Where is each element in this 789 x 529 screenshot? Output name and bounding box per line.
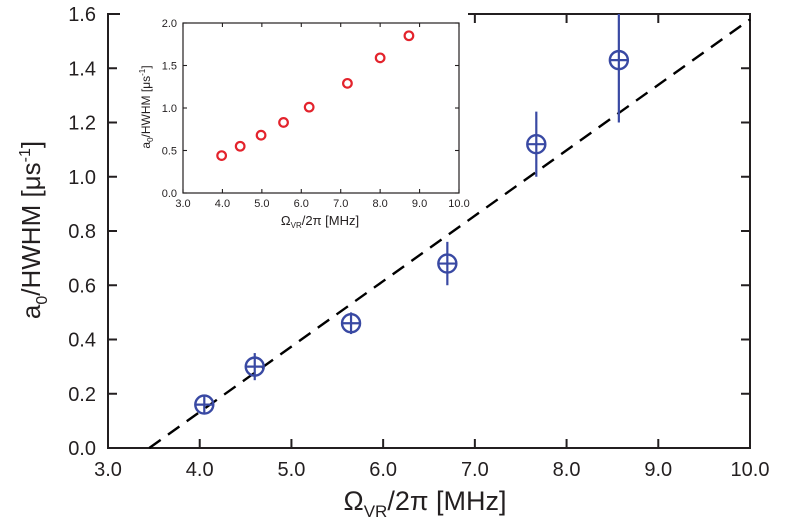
inset-plot: 3.0 4.0 5.0 6.0 7.0 8.0 9.0 10.0 0.0 0.5 1.0 1.5 2.0 bbox=[120, 12, 470, 217]
main-y-tick-label: 1.0 bbox=[68, 167, 96, 189]
inset-background bbox=[120, 12, 468, 217]
main-x-tick-label: 8.0 bbox=[553, 459, 581, 481]
main-x-tick-label: 6.0 bbox=[369, 459, 397, 481]
main-y-axis-label: a0/HWHM [μs-1] bbox=[16, 141, 51, 319]
main-y-tick-label: 0.8 bbox=[68, 221, 96, 243]
inset-x-tick-label: 3.0 bbox=[175, 198, 190, 210]
main-y-tick-label: 0.6 bbox=[68, 275, 96, 297]
main-y-tick-label: 1.4 bbox=[68, 58, 96, 80]
inset-y-tick-label: 0.5 bbox=[162, 145, 177, 157]
inset-data-point bbox=[216, 150, 228, 162]
inset-y-axis-label: a0/HWHM [μs-1] bbox=[138, 65, 155, 148]
inset-data-point bbox=[255, 129, 267, 141]
main-data-point bbox=[608, 49, 630, 71]
inset-data-point bbox=[278, 117, 289, 128]
main-y-tick-label: 1.6 bbox=[68, 4, 96, 26]
main-data-point bbox=[437, 253, 458, 274]
main-x-axis-label: ΩVR/2π [MHz] bbox=[344, 486, 507, 521]
inset-x-tick-label: 4.0 bbox=[215, 198, 230, 210]
main-x-tick-label: 5.0 bbox=[278, 459, 306, 481]
inset-x-tick-label: 9.0 bbox=[412, 198, 427, 210]
inset-x-tick-label: 5.0 bbox=[254, 198, 269, 210]
inset-data-point bbox=[234, 140, 246, 152]
main-x-tick-label: 4.0 bbox=[186, 459, 214, 481]
inset-data-point bbox=[342, 77, 353, 89]
main-y-tick-label: 1.2 bbox=[68, 113, 96, 135]
main-x-tick-label: 10.0 bbox=[731, 459, 770, 481]
main-data-point bbox=[194, 394, 215, 415]
main-y-tick-label: 0.2 bbox=[68, 384, 96, 406]
inset-x-tick-label: 7.0 bbox=[333, 198, 348, 210]
inset-x-tick-label: 6.0 bbox=[294, 198, 309, 210]
main-fit-line bbox=[148, 18, 751, 449]
main-x-tick-label: 3.0 bbox=[94, 459, 122, 481]
main-plot: 3.0 4.0 5.0 6.0 7.0 8.0 9.0 10.0 0.0 0.2 0.4 0.6 0.8… bbox=[68, 4, 769, 481]
inset-data-point bbox=[374, 52, 386, 64]
main-x-axis-label-sub: VR bbox=[364, 502, 388, 521]
main-data-point bbox=[526, 133, 547, 155]
main-x-tick-label: 7.0 bbox=[461, 459, 489, 481]
inset-x-tick-label: 10.0 bbox=[448, 198, 469, 210]
inset-y-tick-label: 2.0 bbox=[162, 18, 177, 30]
main-x-tick-label: 9.0 bbox=[644, 459, 672, 481]
inset-x-axis-label: ΩVR/2π [MHz] bbox=[281, 213, 359, 230]
main-y-tick-label: 0.4 bbox=[68, 330, 96, 352]
inset-data-point bbox=[403, 30, 415, 42]
main-data-point bbox=[340, 313, 362, 334]
main-data-point bbox=[244, 356, 265, 377]
inset-data-point bbox=[303, 101, 315, 113]
main-y-tick-label: 0.0 bbox=[68, 438, 96, 460]
inset-y-tick-label: 1.5 bbox=[162, 60, 177, 72]
inset-y-tick-label: 0.0 bbox=[162, 188, 177, 200]
inset-y-tick-label: 1.0 bbox=[162, 103, 177, 115]
inset-x-tick-label: 8.0 bbox=[372, 198, 387, 210]
